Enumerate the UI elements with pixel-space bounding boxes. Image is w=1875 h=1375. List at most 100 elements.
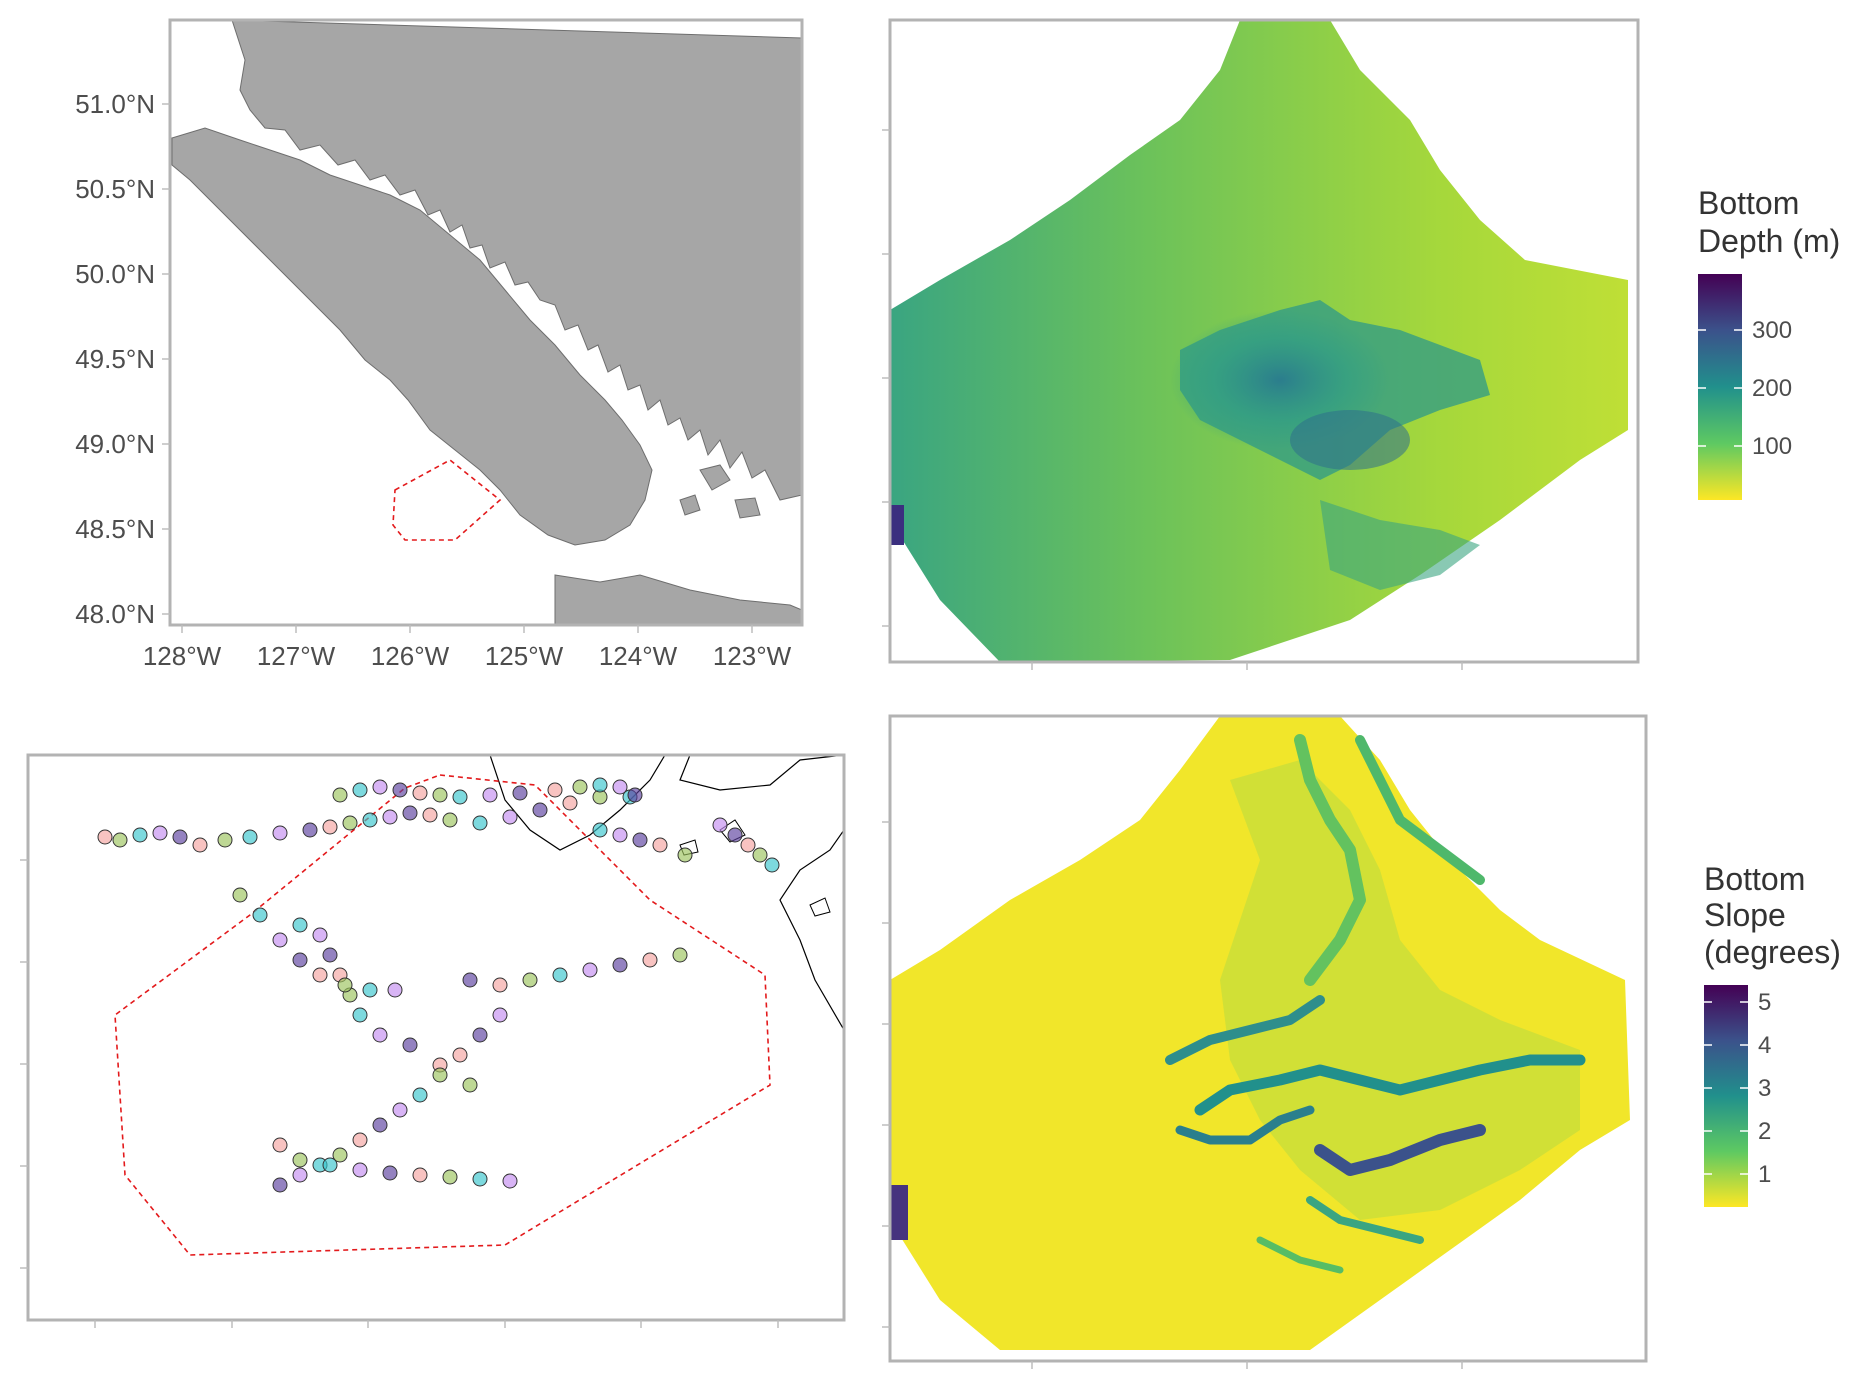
track-point [712,817,728,833]
lon-tick-label: 124°W [599,641,678,671]
track-point [492,977,508,993]
track-point [562,795,578,811]
track-point [362,812,378,828]
track-point [432,787,448,803]
slope-raster: Bottom Slope (degrees) 5 4 3 2 1 [882,714,1841,1369]
track-point [552,967,568,983]
track-point [352,1162,368,1178]
track-point [422,807,438,823]
lat-tick-label: 50.0°N [75,259,155,289]
lon-tick-label: 127°W [257,641,336,671]
track-point [752,847,768,863]
track-point [272,1177,288,1193]
latitude-axis: 51.0°N 50.5°N 50.0°N 49.5°N 49.0°N 48.5°… [75,89,170,629]
track-point [322,819,338,835]
track-point [612,827,628,843]
tracks-map-panel [0,740,860,1340]
track-point [442,812,458,828]
study-area-outline [114,774,771,1256]
track-point [627,787,643,803]
slope-ridge-lines [1165,734,1586,1274]
slope-raster-panel: Bottom Slope (degrees) 5 4 3 2 1 [880,700,1875,1375]
slope-steep-edge [890,1185,908,1240]
track-point [482,787,498,803]
track-point [677,847,693,863]
track-points [97,777,780,1193]
track-point [492,1007,508,1023]
lat-tick-label: 49.5°N [75,344,155,374]
track-point [592,777,608,793]
track-point [292,917,308,933]
track-point [412,1087,428,1103]
depth-legend-tick: 100 [1752,433,1792,460]
track-point [242,829,258,845]
track-point [312,967,328,983]
lon-tick-label: 128°W [143,641,222,671]
slope-legend-tick: 4 [1758,1032,1771,1059]
slope-moderate-zone [1220,760,1580,1220]
track-point [442,1169,458,1185]
track-point [582,962,598,978]
track-point [472,1171,488,1187]
track-point [452,789,468,805]
track-point [392,1102,408,1118]
track-point [372,779,388,795]
track-point [292,1152,308,1168]
lat-tick-label: 48.0°N [75,599,155,629]
track-point [172,829,188,845]
lat-tick-label: 50.5°N [75,174,155,204]
track-point [612,779,628,795]
track-point [337,977,353,993]
lat-tick-label: 49.0°N [75,429,155,459]
track-point [612,957,628,973]
depth-deep-edge [890,505,904,545]
track-point [432,1067,448,1083]
longitude-axis: 128°W 127°W 126°W 125°W 124°W 123°W [143,625,792,671]
track-point [402,1037,418,1053]
track-point [652,837,668,853]
track-point [192,837,208,853]
track-point [502,1173,518,1189]
track-point [372,1027,388,1043]
lat-tick-label: 48.5°N [75,514,155,544]
depth-legend-tick: 300 [1752,317,1792,344]
island [809,897,831,917]
track-point [112,832,128,848]
track-point [592,822,608,838]
track-point [572,779,588,795]
tracks-map [20,753,846,1328]
track-point [462,972,478,988]
depth-legend: Bottom Depth (m) 300 200 100 [1698,185,1840,500]
overview-map-panel: 51.0°N 50.5°N 50.0°N 49.5°N 49.0°N 48.5°… [0,0,820,680]
vancouver-island [171,127,653,546]
depth-channel-south [1320,500,1480,590]
track-point [252,907,268,923]
lat-tick-label: 51.0°N [75,89,155,119]
track-point [352,782,368,798]
depth-colorbar [1698,274,1742,500]
depth-axis-ticks [882,129,1463,670]
track-point [272,932,288,948]
track-point [332,1147,348,1163]
slope-legend-tick: 1 [1758,1161,1771,1188]
track-point [472,1027,488,1043]
track-point [502,809,518,825]
island [679,494,701,516]
depth-raster-panel: Bottom Depth (m) 300 200 100 [880,0,1875,680]
track-point [382,1165,398,1181]
slope-legend-title-line1: Bottom [1704,861,1805,897]
track-point [322,947,338,963]
lon-tick-label: 126°W [371,641,450,671]
slope-legend-tick: 3 [1758,1075,1771,1102]
slope-axis-ticks [882,821,1463,1369]
track-point [472,815,488,831]
lon-tick-label: 125°W [485,641,564,671]
depth-basin [1290,410,1410,470]
track-point [352,1132,368,1148]
track-point [312,927,328,943]
coastline [779,829,844,1031]
track-point [412,1167,428,1183]
depth-legend-title-line2: Depth (m) [1698,223,1840,259]
coastline [489,755,666,851]
track-point [332,787,348,803]
